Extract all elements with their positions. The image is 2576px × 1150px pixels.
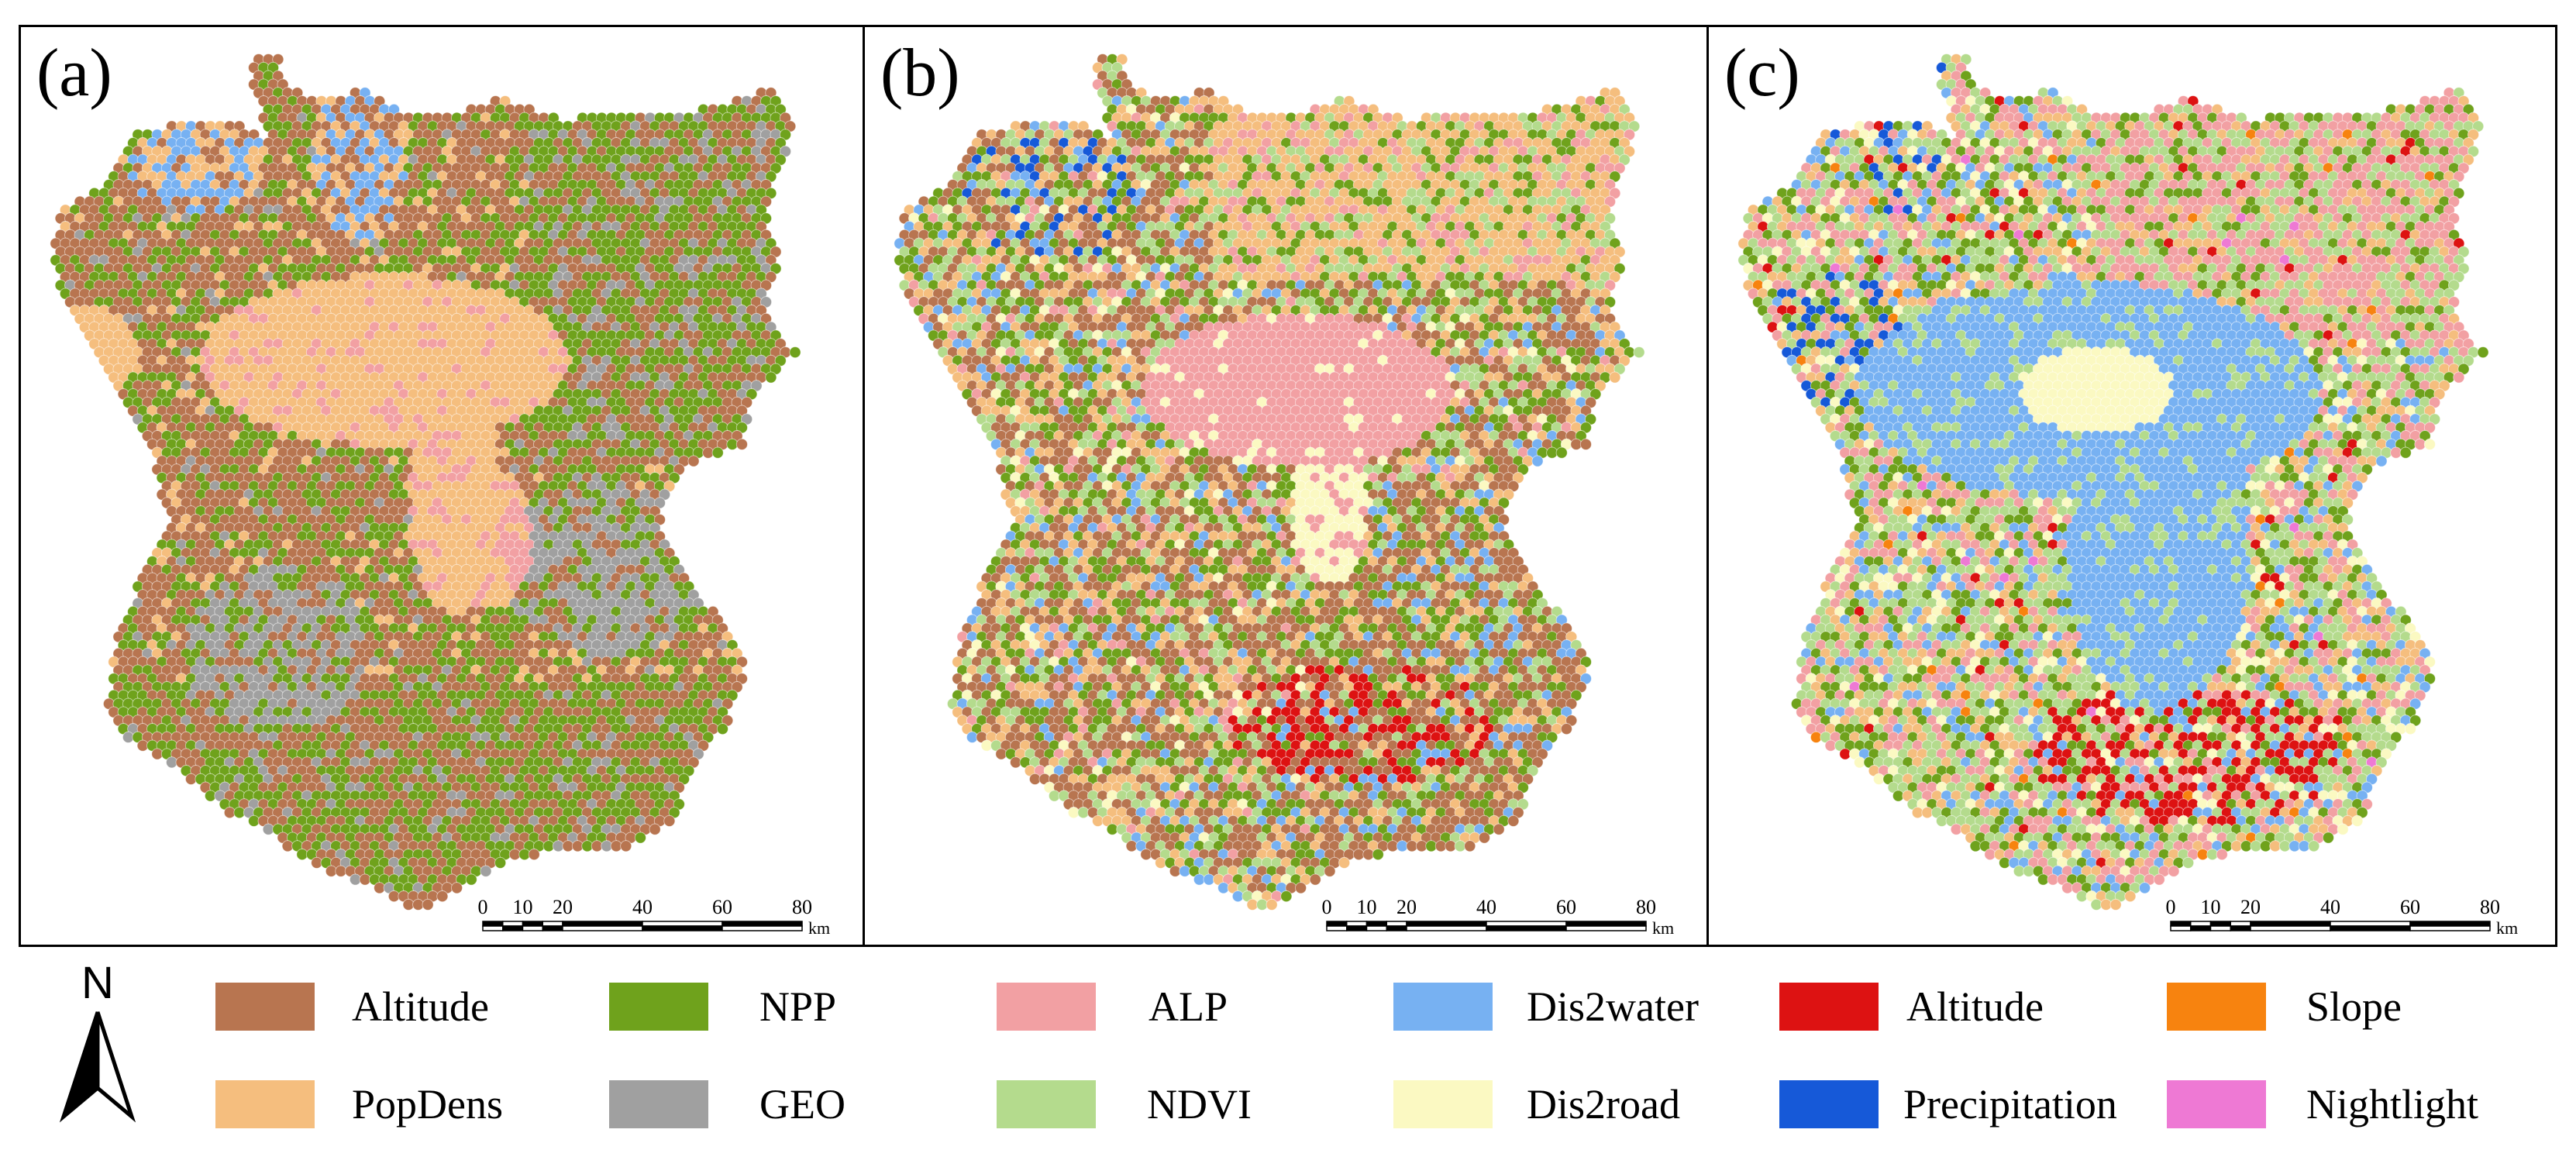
scale-tick-label: 0 [478, 896, 488, 918]
hex-map-c [1737, 53, 2489, 911]
legend-swatch-geo [609, 1080, 708, 1128]
scale-tick-label: 60 [1556, 896, 1576, 918]
legend-label-geo: GEO [759, 1081, 845, 1128]
scale-tick-label: 0 [1322, 896, 1332, 918]
scale-tick-label: 10 [2201, 896, 2221, 918]
scale-tick-label: 40 [1476, 896, 1496, 918]
legend: Altitude PopDens NPP GEO ALP NDVI Dis2wa… [0, 956, 2576, 1150]
legend-swatch-dis2water [1393, 983, 1493, 1031]
scale-tick-label: 20 [553, 896, 573, 918]
north-arrow-letter: N [81, 958, 114, 1008]
panel-label-b: (b) [880, 36, 960, 111]
scale-tick-label: 60 [712, 896, 732, 918]
panel-label-c: (c) [1724, 36, 1800, 111]
legend-swatch-nightlight [2167, 1080, 2266, 1128]
legend-label-npp: NPP [759, 983, 837, 1030]
legend-swatch-ndvi [997, 1080, 1096, 1128]
map-panel-b: (b) 0 10 20 40 60 80 km [863, 25, 1709, 947]
legend-swatch-altitude [215, 983, 315, 1031]
legend-swatch-npp [609, 983, 708, 1031]
legend-label-altitude-top: Altitude [1906, 983, 2044, 1030]
legend-swatch-altitude-top [1779, 983, 1879, 1031]
north-arrow-icon: N [59, 958, 136, 1123]
legend-label-dis2water: Dis2water [1527, 983, 1699, 1030]
legend-label-nightlight: Nightlight [2306, 1081, 2479, 1128]
hex-map-b [894, 53, 1645, 911]
scale-tick-label: 10 [513, 896, 533, 918]
hex-map-a [50, 53, 801, 911]
scale-tick-label: 80 [792, 896, 812, 918]
legend-swatch-dis2road [1393, 1080, 1493, 1128]
map-panel-c: (c) 0 10 20 40 60 80 km [1706, 25, 2557, 947]
legend-label-popdens: PopDens [352, 1081, 504, 1128]
legend-swatch-slope [2167, 983, 2266, 1031]
legend-label-alp: ALP [1149, 983, 1228, 1030]
panel-label-a: (a) [36, 36, 112, 111]
scale-unit-label: km [808, 918, 830, 938]
scale-tick-label: 20 [2240, 896, 2261, 918]
scale-unit-label: km [1652, 918, 1674, 938]
scale-tick-label: 40 [632, 896, 653, 918]
legend-label-precipitation: Precipitation [1903, 1081, 2117, 1128]
scale-tick-label: 20 [1396, 896, 1417, 918]
scale-tick-label: 0 [2166, 896, 2176, 918]
scale-tick-label: 60 [2400, 896, 2420, 918]
scale-tick-label: 10 [1357, 896, 1377, 918]
legend-label-altitude: Altitude [352, 983, 489, 1030]
legend-label-slope: Slope [2306, 983, 2402, 1030]
scale-tick-label: 40 [2320, 896, 2340, 918]
scale-tick-label: 80 [1636, 896, 1656, 918]
legend-swatch-popdens [215, 1080, 315, 1128]
legend-swatch-alp [997, 983, 1096, 1031]
scale-tick-label: 80 [2480, 896, 2500, 918]
scale-unit-label: km [2496, 918, 2518, 938]
map-panel-a: (a) 0 10 20 40 60 80 km [19, 25, 865, 947]
legend-label-dis2road: Dis2road [1527, 1081, 1680, 1128]
legend-label-ndvi: NDVI [1147, 1081, 1252, 1128]
legend-swatch-precipitation [1779, 1080, 1879, 1128]
